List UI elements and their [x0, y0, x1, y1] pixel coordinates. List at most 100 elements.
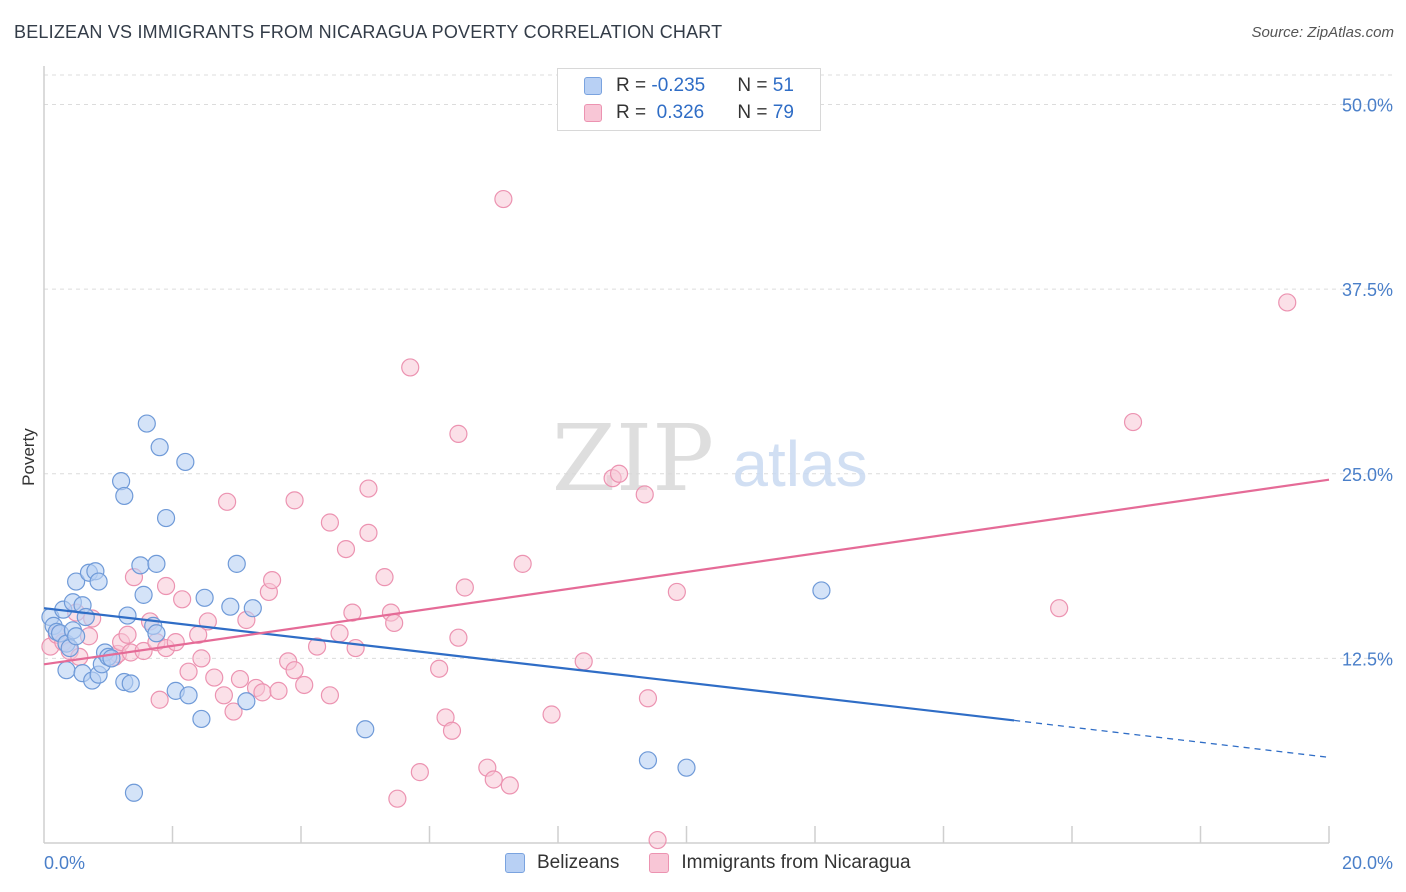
- nicaragua-point: [307, 637, 327, 656]
- x-tick-label: 0.0%: [44, 853, 85, 873]
- nicaragua-point: [542, 705, 561, 724]
- nicaragua-point: [609, 464, 629, 483]
- belizean-point: [102, 649, 121, 668]
- nicaragua-point: [635, 485, 654, 504]
- belizean-point: [67, 627, 86, 646]
- nicaragua-point: [455, 578, 474, 597]
- nicaragua-point: [1123, 412, 1143, 432]
- nicaragua-point: [401, 358, 420, 377]
- nicaragua-point: [214, 686, 233, 705]
- belizean-point: [356, 720, 375, 739]
- legend-r-value: -0.235: [651, 75, 706, 96]
- belizean-point: [131, 556, 150, 575]
- legend-n-value: 79: [772, 102, 794, 123]
- legend-n-value: 51: [772, 75, 794, 96]
- nicaragua-point: [343, 603, 362, 622]
- belizean-point: [118, 606, 137, 625]
- nicaragua-point: [118, 625, 137, 644]
- legend-item-belizeans[interactable]: Belizeans: [505, 852, 619, 874]
- x-tick-label: 20.0%: [1342, 853, 1393, 873]
- nicaragua-point: [285, 491, 304, 510]
- nicaragua-point: [285, 661, 304, 680]
- belizean-point: [195, 588, 214, 607]
- nicaragua-point: [205, 668, 224, 687]
- nicaragua-trend-line: [43, 478, 1330, 666]
- belizean-point: [176, 452, 195, 472]
- nicaragua-point: [253, 683, 272, 702]
- belizean-point: [243, 599, 262, 618]
- gridlines: [44, 74, 1392, 659]
- stats-legend: R = -0.235 N = 51 R = 0.326 N = 79: [557, 68, 821, 131]
- legend-row-nicaragua: R = 0.326 N = 79: [584, 100, 794, 126]
- chart-title: BELIZEAN VS IMMIGRANTS FROM NICARAGUA PO…: [14, 22, 723, 42]
- legend-row-belizeans: R = -0.235 N = 51: [584, 73, 794, 99]
- belizean-points: [41, 414, 831, 802]
- belizean-point: [67, 572, 86, 591]
- nicaragua-point: [375, 568, 394, 587]
- belizean-point: [147, 624, 166, 643]
- nicaragua-point: [346, 638, 365, 658]
- legend-label-belizeans: Belizeans: [537, 852, 620, 873]
- legend-r-value: 0.326: [651, 102, 705, 123]
- nicaragua-point: [385, 613, 404, 633]
- nicaragua-swatch-icon: [649, 853, 670, 873]
- nicaragua-point: [156, 576, 176, 596]
- nicaragua-point: [648, 830, 667, 850]
- nicaragua-point: [500, 776, 519, 795]
- axes: [43, 66, 1330, 844]
- belizean-point: [221, 597, 240, 616]
- belizean-point: [156, 508, 176, 528]
- nicaragua-point: [494, 189, 513, 209]
- nicaragua-point: [484, 770, 503, 789]
- legend-n-label: N =: [737, 75, 773, 96]
- belizean-point: [134, 585, 153, 604]
- legend-label-nicaragua: Immigrants from Nicaragua: [681, 852, 911, 873]
- legend-n-label: N =: [737, 102, 773, 123]
- belizean-point: [147, 554, 166, 573]
- series-legend: Belizeans Immigrants from Nicaragua: [505, 852, 941, 874]
- y-tick-label: 12.5%: [1342, 649, 1393, 669]
- nicaragua-point: [449, 628, 468, 647]
- nicaragua-point: [269, 681, 288, 700]
- nicaragua-point: [1278, 293, 1297, 312]
- legend-item-nicaragua[interactable]: Immigrants from Nicaragua: [649, 852, 911, 874]
- nicaragua-point: [574, 652, 593, 671]
- nicaragua-point: [638, 689, 658, 708]
- belizean-trend-extension: [1014, 719, 1330, 758]
- nicaragua-point: [150, 690, 169, 709]
- belizean-point: [57, 661, 76, 680]
- nicaragua-point: [218, 492, 237, 511]
- belizean-point: [137, 414, 156, 433]
- nicaragua-point: [295, 675, 314, 695]
- watermark-zip: ZIP: [552, 405, 714, 512]
- nicaragua-point: [330, 624, 349, 643]
- nicaragua-point: [442, 721, 462, 740]
- nicaragua-point: [179, 662, 198, 681]
- y-tick-label: 37.5%: [1342, 280, 1393, 300]
- belizean-trend-line: [43, 607, 1015, 722]
- belizean-point: [121, 674, 140, 693]
- nicaragua-points: [41, 189, 1297, 850]
- belizean-point: [76, 607, 95, 627]
- nicaragua-point: [667, 582, 686, 602]
- trend-lines: [43, 478, 1330, 758]
- nicaragua-point: [320, 686, 340, 705]
- legend-r-label: R =: [616, 75, 652, 96]
- nicaragua-point: [430, 659, 449, 678]
- y-axis-label: Poverty: [19, 428, 38, 486]
- nicaragua-point: [230, 669, 250, 689]
- legend-r-label: R =: [616, 102, 652, 123]
- pink-swatch-icon: [584, 104, 602, 122]
- belizean-point: [677, 758, 696, 777]
- watermark-atlas: atlas: [732, 428, 867, 500]
- nicaragua-point: [1050, 599, 1069, 618]
- belizean-point: [227, 554, 246, 573]
- nicaragua-point: [320, 513, 340, 532]
- blue-swatch-icon: [584, 77, 602, 95]
- tick-labels: 12.5% 25.0% 37.5% 50.0% 0.0% 20.0%: [44, 96, 1393, 873]
- belizean-point: [124, 783, 144, 802]
- nicaragua-point: [359, 479, 378, 498]
- belizean-point: [812, 581, 831, 600]
- nicaragua-point: [359, 523, 378, 542]
- nicaragua-point: [336, 539, 356, 559]
